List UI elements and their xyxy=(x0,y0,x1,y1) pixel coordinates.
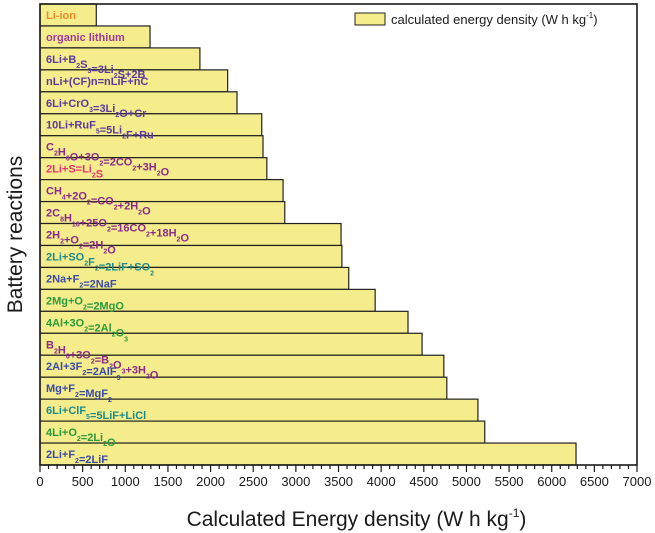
bar-label: 2Al+3F2=2AlF3 xyxy=(46,361,121,382)
bar-label: 4Li+O2=2Li2O xyxy=(46,427,116,449)
bar-label: CH4+2O2=CO2+2H2O xyxy=(46,186,151,218)
bar-label: B2H6+3O2=B2O3+3H2O xyxy=(46,339,159,381)
bar-label: 4Al+3O2=2Al2O3 xyxy=(46,317,128,343)
x-tick-label: 5000 xyxy=(452,474,481,489)
bar xyxy=(39,332,423,356)
bar-label: 2Li+SO2F2=2LiF+SO2 xyxy=(46,251,154,277)
x-tick-label: 2000 xyxy=(196,474,225,489)
bar-label: 2Li+S=Li2S xyxy=(46,164,103,181)
x-tick-label: 4000 xyxy=(367,474,396,489)
bar xyxy=(39,200,286,225)
legend-swatch xyxy=(354,12,386,26)
x-axis-title: Calculated Energy density (W h kg-1) xyxy=(187,506,527,531)
bar-label: 6Li+CrO3=3Li2O+Cr xyxy=(46,98,147,120)
legend-label: calculated energy density (W h kg-1) xyxy=(391,11,598,27)
y-axis-title: Battery reactions xyxy=(4,156,27,314)
bar-label: 2C8H18+25O2=16CO2+18H2O xyxy=(46,208,189,245)
bar-label: Li-ion xyxy=(46,10,76,22)
x-tick-label: 6000 xyxy=(537,474,566,489)
x-tick-label: 1000 xyxy=(111,474,140,489)
bar-label: 2Na+F2=2NaF xyxy=(46,273,117,290)
x-tick-label: 1500 xyxy=(153,474,182,489)
bar-label: Mg+F2=MgF2 xyxy=(46,383,112,404)
legend: calculated energy density (W h kg-1) xyxy=(354,11,598,27)
bar-label: 6Li+ClF5=5LiF+LiCl xyxy=(46,405,146,422)
bar-label: 6Li+B2S3=3Li2S+2B xyxy=(46,54,146,81)
x-tick-label: 5500 xyxy=(495,474,524,489)
bar-label: 2H2+O2=2H2O xyxy=(46,230,116,257)
x-tick-label: 0 xyxy=(36,474,43,489)
bar-label: 10Li+RuF5=5Li2F+Ru xyxy=(46,120,154,142)
x-tick-label: 6500 xyxy=(580,474,609,489)
bar-label: 2Li+F2=2LiF xyxy=(46,449,108,466)
bar-label: nLi+(CF)n=nLiF+nC xyxy=(46,76,148,88)
x-tick-label: 2500 xyxy=(239,474,268,489)
x-tick-label: 7000 xyxy=(623,474,652,489)
bar-label: C2H6O+3O2=2CO2+3H2O xyxy=(46,142,170,179)
x-tick-label: 500 xyxy=(72,474,94,489)
bar-label: 2Mg+O2=2MgO xyxy=(46,295,124,312)
x-tick-label: 4500 xyxy=(409,474,438,489)
bar-label: organic lithium xyxy=(46,32,125,44)
bar xyxy=(39,442,577,466)
x-tick-label: 3000 xyxy=(281,474,310,489)
bar-labels-layer: Li-ion organic lithium 6Li+B2S3=3Li2S+2BnL… xyxy=(46,10,189,466)
x-axis-ticks: 0 500 1000 1500 2000 2500 3000 3500 4000 4500 5000… xyxy=(36,465,651,489)
x-tick-label: 3500 xyxy=(324,474,353,489)
